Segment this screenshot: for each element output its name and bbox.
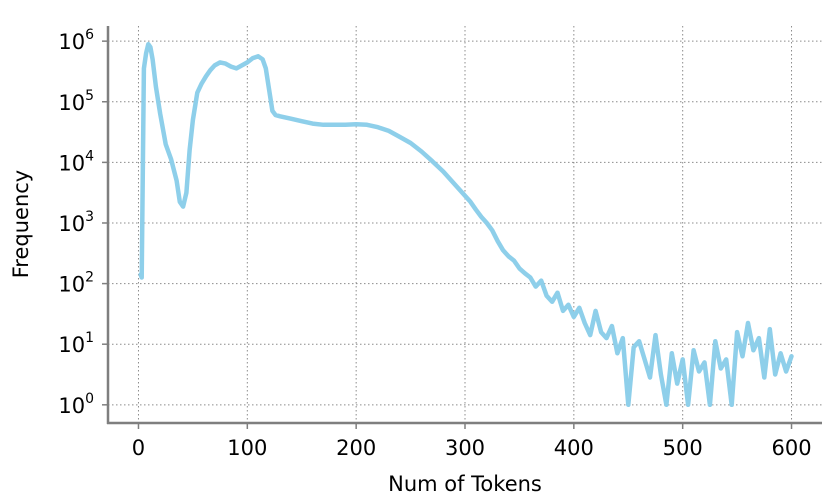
y-tick-label: 105 — [58, 88, 94, 115]
x-tick-label: 500 — [663, 436, 703, 460]
x-tick-label: 400 — [554, 436, 594, 460]
y-tick-label: 103 — [58, 209, 94, 236]
y-tick-exponent: 3 — [85, 209, 94, 225]
y-tick-base: 10 — [58, 212, 85, 236]
y-tick-exponent: 2 — [85, 270, 94, 286]
y-tick-label: 100 — [58, 391, 94, 418]
series-layer — [138, 41, 794, 408]
frequency-series-line — [138, 41, 794, 408]
y-tick-label: 106 — [58, 27, 94, 54]
y-tick-base: 10 — [58, 394, 85, 418]
y-tick-label: 104 — [58, 148, 94, 175]
grid-lines — [108, 26, 822, 423]
y-axis-title: Frequency — [9, 170, 33, 279]
y-tick-label: 102 — [58, 270, 94, 297]
x-axis-title: Num of Tokens — [388, 472, 542, 496]
x-tick-label: 600 — [771, 436, 811, 460]
x-tick-label: 0 — [132, 436, 145, 460]
y-tick-exponent: 0 — [85, 391, 94, 407]
y-tick-base: 10 — [58, 273, 85, 297]
x-tick-label: 200 — [336, 436, 376, 460]
y-tick-base: 10 — [58, 151, 85, 175]
y-tick-exponent: 6 — [85, 27, 94, 43]
x-tick-label: 100 — [227, 436, 267, 460]
y-tick-exponent: 1 — [85, 330, 94, 346]
y-tick-exponent: 4 — [85, 148, 94, 164]
tick-marks — [102, 40, 793, 429]
y-tick-base: 10 — [58, 333, 85, 357]
y-tick-exponent: 5 — [85, 88, 94, 104]
y-tick-label: 101 — [58, 330, 94, 357]
y-tick-base: 10 — [58, 30, 85, 54]
y-tick-base: 10 — [58, 91, 85, 115]
x-tick-label: 300 — [445, 436, 485, 460]
x-tick-labels: 0 100 200 300 400 500 600 — [132, 436, 812, 460]
